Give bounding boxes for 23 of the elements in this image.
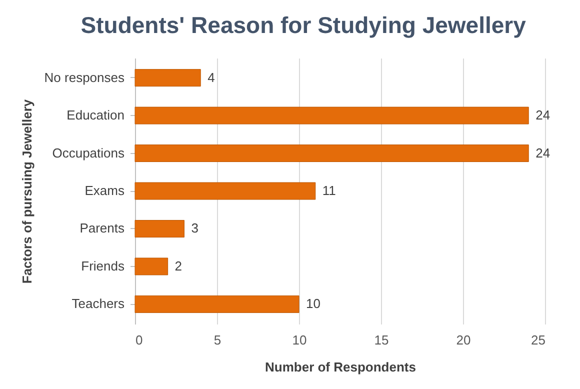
data-label: 4 (208, 70, 215, 85)
y-tick-label: Occupations (52, 145, 125, 160)
x-axis-title: Number of Respondents (265, 360, 416, 374)
data-label: 24 (536, 108, 550, 123)
chart-title: Students' Reason for Studying Jewellery (80, 12, 526, 38)
data-label: 3 (191, 220, 198, 236)
data-label: 2 (174, 258, 182, 274)
y-tick-label: Education (66, 108, 124, 123)
y-tick-label: Exams (84, 183, 125, 198)
y-axis-title: Factors of pursuing Jewellery (19, 98, 34, 284)
x-tick-label: 5 (214, 332, 222, 348)
data-label: 11 (322, 183, 336, 198)
data-label: 10 (306, 296, 320, 312)
x-tick-label: 20 (456, 332, 471, 348)
data-label: 24 (536, 145, 550, 160)
x-tick-label: 15 (374, 332, 389, 348)
y-tick-label: Parents (80, 220, 125, 236)
y-tick-label: Friends (81, 258, 125, 274)
x-tick-label: 25 (531, 332, 546, 348)
x-tick-label: 0 (136, 332, 143, 348)
x-tick-label: 10 (292, 332, 307, 348)
y-tick-label: Teachers (72, 296, 125, 312)
y-tick-label: No responses (44, 70, 125, 85)
